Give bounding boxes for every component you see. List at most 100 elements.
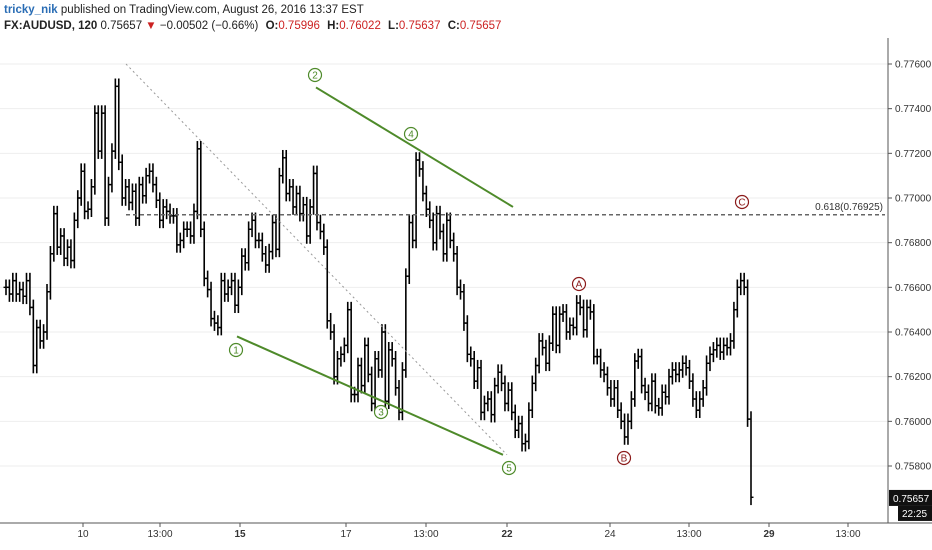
- price-bar: [669, 362, 675, 385]
- price-bar: [587, 299, 593, 320]
- price-bar: [85, 201, 91, 220]
- price-bar: [666, 368, 672, 405]
- trend-line-dotted[interactable]: [125, 63, 508, 456]
- price-bar: [656, 397, 662, 416]
- price-bar: [567, 317, 573, 340]
- last-price: 0.75657: [100, 20, 143, 32]
- price-bar: [65, 239, 71, 267]
- svg-text:B: B: [621, 454, 628, 465]
- wave-label-5[interactable]: 5: [501, 460, 517, 476]
- price-bar: [382, 324, 388, 410]
- wave-label-b[interactable]: B: [616, 450, 632, 466]
- svg-text:1: 1: [233, 346, 239, 357]
- countdown-marker: 22:25: [898, 505, 932, 521]
- price-bar: [235, 279, 241, 314]
- price-bar: [516, 415, 522, 439]
- price-bar: [20, 281, 26, 305]
- price-bar: [300, 196, 306, 222]
- time-tick-label: 13:00: [835, 529, 860, 540]
- price-bar: [529, 375, 535, 418]
- price-bar: [642, 377, 648, 401]
- time-tick-label: 13:00: [676, 529, 701, 540]
- price-bar: [355, 357, 361, 403]
- price-bar: [686, 359, 692, 389]
- wave-label-3[interactable]: 3: [373, 404, 389, 420]
- price-bar: [748, 411, 754, 506]
- wave-label-4[interactable]: 4: [403, 126, 419, 142]
- price-bar: [488, 391, 494, 423]
- price-bar: [321, 223, 327, 255]
- price-bar: [386, 342, 392, 410]
- price-axis[interactable]: 0.77600 0.77400 0.77200 0.77000 0.76800 0.766…: [888, 60, 932, 473]
- price-bar: [164, 199, 170, 220]
- time-tick-label: 22: [501, 529, 513, 540]
- price-bar: [700, 380, 706, 407]
- price-bar: [58, 228, 64, 255]
- time-axis[interactable]: 10 13:00 15 17 13:00 22 24 13:00 29 13:00: [77, 523, 861, 540]
- price-bar: [266, 243, 272, 273]
- price-bar: [232, 272, 238, 314]
- price-bar: [396, 380, 402, 421]
- price-bar: [17, 281, 23, 302]
- price-bar: [293, 185, 299, 215]
- wave-label-2[interactable]: 2: [307, 67, 323, 83]
- high-label: H:: [327, 20, 340, 32]
- price-bar: [372, 350, 378, 412]
- price-chart[interactable]: 0.77600 0.77400 0.77200 0.77000 0.76800 0.766…: [0, 38, 932, 550]
- time-tick-label: 13:00: [413, 529, 438, 540]
- price-bar: [714, 337, 720, 358]
- price-bar: [420, 161, 426, 202]
- price-bar: [604, 366, 610, 396]
- price-bar: [102, 105, 108, 226]
- price-bar: [75, 190, 81, 229]
- chart-header: tricky_nik published on TradingView.com,…: [0, 0, 932, 38]
- price-bar: [338, 346, 344, 367]
- price-bar: [492, 377, 498, 423]
- price-bar: [745, 279, 751, 427]
- price-bar: [649, 373, 655, 412]
- high-value: 0.76022: [339, 20, 381, 32]
- price-bar: [167, 203, 173, 224]
- price-tick-label: 0.77000: [895, 194, 932, 205]
- price-bar: [676, 362, 682, 383]
- price-bar: [683, 355, 689, 376]
- price-bar: [140, 176, 146, 204]
- price-bar: [239, 248, 245, 296]
- price-bar: [526, 402, 532, 450]
- symbol-label[interactable]: FX:AUDUSD, 120: [4, 20, 98, 32]
- price-bar: [625, 413, 631, 445]
- change-value: −0.00502 (−0.66%): [159, 20, 259, 32]
- wedge-lower-line[interactable]: [236, 335, 504, 456]
- price-tick-label: 0.77600: [895, 60, 932, 71]
- price-bar: [721, 337, 727, 360]
- wave-label-c[interactable]: C: [734, 194, 750, 210]
- open-value: 0.75996: [278, 20, 320, 32]
- price-bar: [304, 196, 310, 244]
- price-tick-label: 0.76400: [895, 328, 932, 339]
- price-bar: [481, 395, 487, 421]
- price-bar: [611, 380, 617, 407]
- price-bar: [27, 272, 33, 316]
- price-bar: [598, 348, 604, 378]
- price-bar: [198, 141, 204, 238]
- price-bar: [727, 333, 733, 356]
- price-bar: [550, 306, 556, 351]
- price-bar: [129, 183, 135, 211]
- price-bar: [393, 350, 399, 396]
- price-bar: [270, 214, 276, 260]
- price-bar: [608, 380, 614, 407]
- wave-label-1[interactable]: 1: [228, 342, 244, 358]
- author-link[interactable]: tricky_nik: [4, 4, 58, 16]
- price-bar: [543, 339, 549, 372]
- wave-label-a[interactable]: A: [571, 276, 587, 292]
- wedge-upper-line[interactable]: [315, 86, 514, 208]
- price-bar: [734, 279, 740, 318]
- svg-text:2: 2: [312, 71, 318, 82]
- low-value: 0.75637: [398, 20, 441, 32]
- price-tick-label: 0.76000: [895, 417, 932, 428]
- svg-text:3: 3: [378, 408, 384, 419]
- price-bar: [37, 319, 43, 349]
- price-bar: [280, 149, 286, 184]
- price-bar: [290, 179, 296, 215]
- price-bar: [704, 355, 710, 396]
